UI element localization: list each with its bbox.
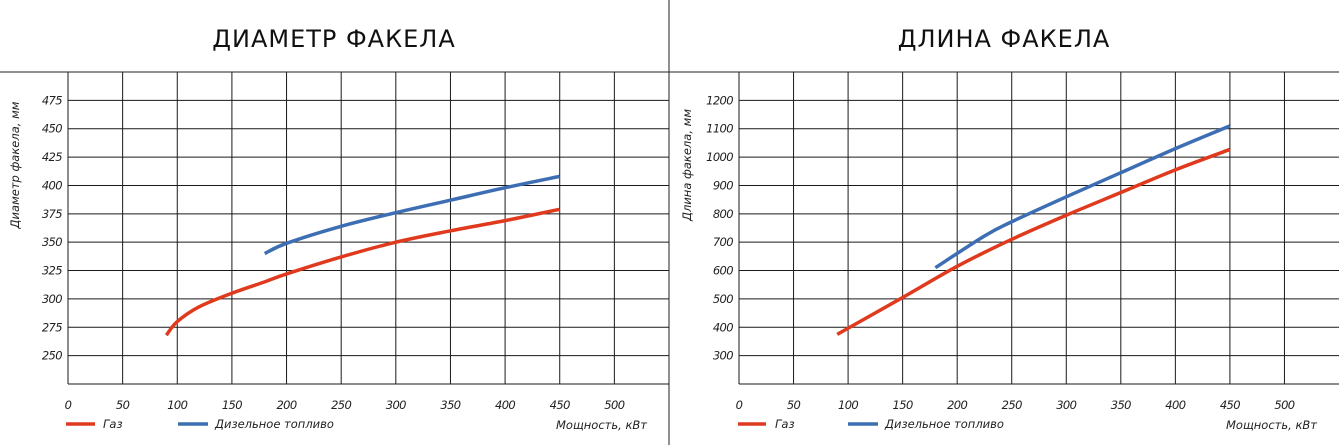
length-x-tick-label: 150 xyxy=(893,398,913,412)
length-x-tick-label: 0 xyxy=(736,398,743,412)
length-legend-diesel-label: Дизельное топливо xyxy=(884,417,1004,431)
diameter-series-gas-line xyxy=(164,207,561,337)
length-legend-gas-label: Газ xyxy=(775,417,795,431)
length-chart-title: ДЛИНА ФАКЕЛА xyxy=(898,25,1111,53)
diameter-y-tick-label: 400 xyxy=(42,178,62,192)
diameter-legend-diesel-label: Дизельное топливо xyxy=(214,417,334,431)
length-y-tick-label: 800 xyxy=(713,207,733,221)
length-y-tick-label: 1100 xyxy=(706,122,733,136)
diameter-x-tick-label: 500 xyxy=(604,398,624,412)
length-x-axis-label: Мощность, кВт xyxy=(1226,418,1317,432)
diameter-ticks: 0 50 100 150 200 250 300 350 400 450 500 250 275 300 3… xyxy=(42,93,625,412)
diameter-y-tick-label: 300 xyxy=(42,292,62,306)
length-x-tick-label: 200 xyxy=(947,398,967,412)
length-y-tick-label: 300 xyxy=(713,349,733,363)
diameter-chart-title: ДИАМЕТР ФАКЕЛА xyxy=(212,25,456,53)
diameter-legend-gas-label: Газ xyxy=(103,417,123,431)
diameter-x-tick-label: 100 xyxy=(167,398,187,412)
length-y-tick-label: 400 xyxy=(713,320,733,334)
diameter-x-tick-label: 400 xyxy=(495,398,515,412)
diameter-x-tick-label: 250 xyxy=(331,398,351,412)
diameter-y-tick-label: 350 xyxy=(42,235,62,249)
length-y-tick-label: 700 xyxy=(713,235,733,249)
diameter-y-tick-label: 475 xyxy=(42,93,62,107)
length-y-axis-label: Длина факела, мм xyxy=(680,109,694,222)
length-series-diesel-line xyxy=(934,124,1231,270)
length-y-tick-label: 1000 xyxy=(706,150,733,164)
diameter-series xyxy=(164,174,561,337)
length-y-tick-label: 500 xyxy=(713,292,733,306)
length-y-tick-label: 900 xyxy=(713,178,733,192)
length-x-tick-label: 400 xyxy=(1165,398,1185,412)
length-x-tick-label: 450 xyxy=(1220,398,1240,412)
diameter-y-tick-label: 375 xyxy=(42,207,62,221)
diameter-y-tick-label: 450 xyxy=(42,122,62,136)
length-y-tick-label: 600 xyxy=(713,264,733,278)
diameter-x-tick-label: 350 xyxy=(440,398,460,412)
length-series-gas-line xyxy=(836,147,1231,336)
diameter-grid xyxy=(67,72,669,385)
length-legend: Газ Дизельное топливо xyxy=(738,417,1004,431)
diameter-x-tick-label: 200 xyxy=(276,398,296,412)
diameter-x-tick-label: 300 xyxy=(386,398,406,412)
diameter-y-axis-label: Диаметр факела, мм xyxy=(8,101,22,229)
length-ticks: 0 50 100 150 200 250 300 350 400 450 500 300 400 500 6… xyxy=(706,93,1295,412)
diameter-x-tick-label: 450 xyxy=(550,398,570,412)
length-x-tick-label: 100 xyxy=(838,398,858,412)
diameter-series-diesel-line xyxy=(263,174,561,256)
diameter-y-tick-label: 425 xyxy=(42,150,62,164)
length-chart: ДЛИНА ФАКЕЛА 0 50 100 150 200 250 300 350 400 450… xyxy=(680,25,1339,432)
length-x-tick-label: 250 xyxy=(1002,398,1022,412)
diameter-x-tick-label: 50 xyxy=(116,398,130,412)
diameter-chart: ДИАМЕТР ФАКЕЛА 0 50 100 150 200 250 300 350 400 4… xyxy=(8,25,669,432)
length-grid xyxy=(738,72,1339,385)
diameter-y-tick-label: 275 xyxy=(42,320,62,334)
diameter-x-tick-label: 0 xyxy=(65,398,72,412)
diameter-y-tick-label: 325 xyxy=(42,264,62,278)
length-series xyxy=(836,124,1231,336)
length-x-tick-label: 300 xyxy=(1056,398,1076,412)
length-x-tick-label: 50 xyxy=(787,398,801,412)
length-y-tick-label: 1200 xyxy=(706,93,733,107)
diameter-legend: Газ Дизельное топливо xyxy=(66,417,334,431)
diameter-x-tick-label: 150 xyxy=(222,398,242,412)
length-x-tick-label: 350 xyxy=(1111,398,1131,412)
length-x-tick-label: 500 xyxy=(1274,398,1294,412)
diameter-x-axis-label: Мощность, кВт xyxy=(556,418,647,432)
diameter-y-tick-label: 250 xyxy=(42,349,62,363)
